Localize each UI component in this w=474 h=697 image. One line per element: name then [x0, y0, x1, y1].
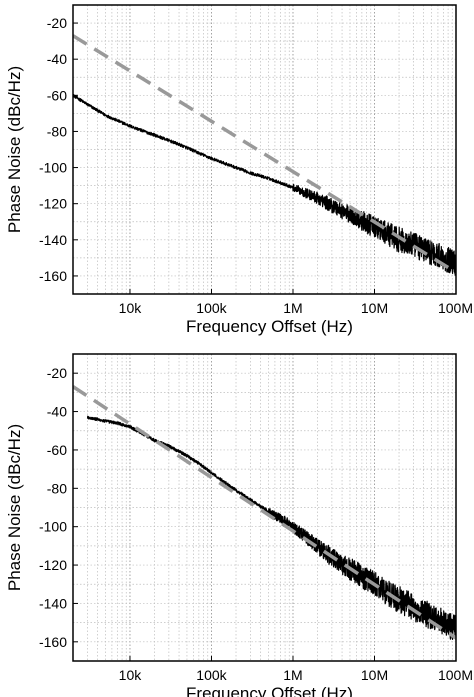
plot-frame — [72, 353, 457, 662]
x-tick-label: 10M — [361, 300, 388, 316]
y-axis-label: Phase Noise (dBc/Hz) — [5, 424, 24, 591]
y-tick-label: -160 — [39, 634, 67, 650]
x-tick-label: 1M — [283, 300, 302, 316]
y-tick-label: -80 — [47, 480, 67, 496]
x-tick-label: 100k — [196, 667, 227, 683]
y-tick-label: -20 — [47, 365, 67, 381]
x-axis-label: Frequency Offset (Hz) — [186, 317, 353, 336]
x-tick-label: 1M — [283, 667, 302, 683]
x-tick-label: 100M — [438, 300, 473, 316]
y-tick-label: -100 — [39, 519, 67, 535]
dashed-reference-line — [73, 385, 456, 640]
y-tick-label: -140 — [39, 232, 67, 248]
y-tick-label: -100 — [39, 160, 67, 176]
plot-area — [73, 34, 456, 276]
chart-panel-bottom: -20 -40 -60 -80 -100 -120 -140 -160 10k 100k 1M 10M… — [5, 353, 473, 697]
x-tick-label: 10M — [361, 667, 388, 683]
plot-frame — [72, 4, 457, 295]
x-tick-label: 10k — [119, 300, 143, 316]
x-tick-label: 100M — [438, 667, 473, 683]
y-tick-label: -60 — [47, 87, 67, 103]
y-tick-label: -120 — [39, 557, 67, 573]
dashed-reference-line — [73, 34, 456, 274]
x-axis-label: Frequency Offset (Hz) — [186, 684, 353, 697]
measured-phase-noise-line — [86, 415, 456, 641]
x-tick-label: 100k — [196, 300, 227, 316]
y-tick-label: -40 — [47, 51, 67, 67]
y-tick-label: -80 — [47, 123, 67, 139]
y-tick-label: -120 — [39, 196, 67, 212]
y-axis-label: Phase Noise (dBc/Hz) — [5, 66, 24, 233]
y-tick-label: -60 — [47, 442, 67, 458]
measured-phase-noise-line — [73, 94, 456, 276]
y-tick-label: -140 — [39, 595, 67, 611]
plot-area — [73, 385, 456, 641]
y-tick-label: -20 — [47, 15, 67, 31]
chart-panel-top: -20 -40 -60 -80 -100 -120 -140 -160 10k 100k 1M 10M… — [5, 4, 473, 336]
x-tick-label: 10k — [119, 667, 143, 683]
y-tick-label: -40 — [47, 404, 67, 420]
y-tick-label: -160 — [39, 268, 67, 284]
